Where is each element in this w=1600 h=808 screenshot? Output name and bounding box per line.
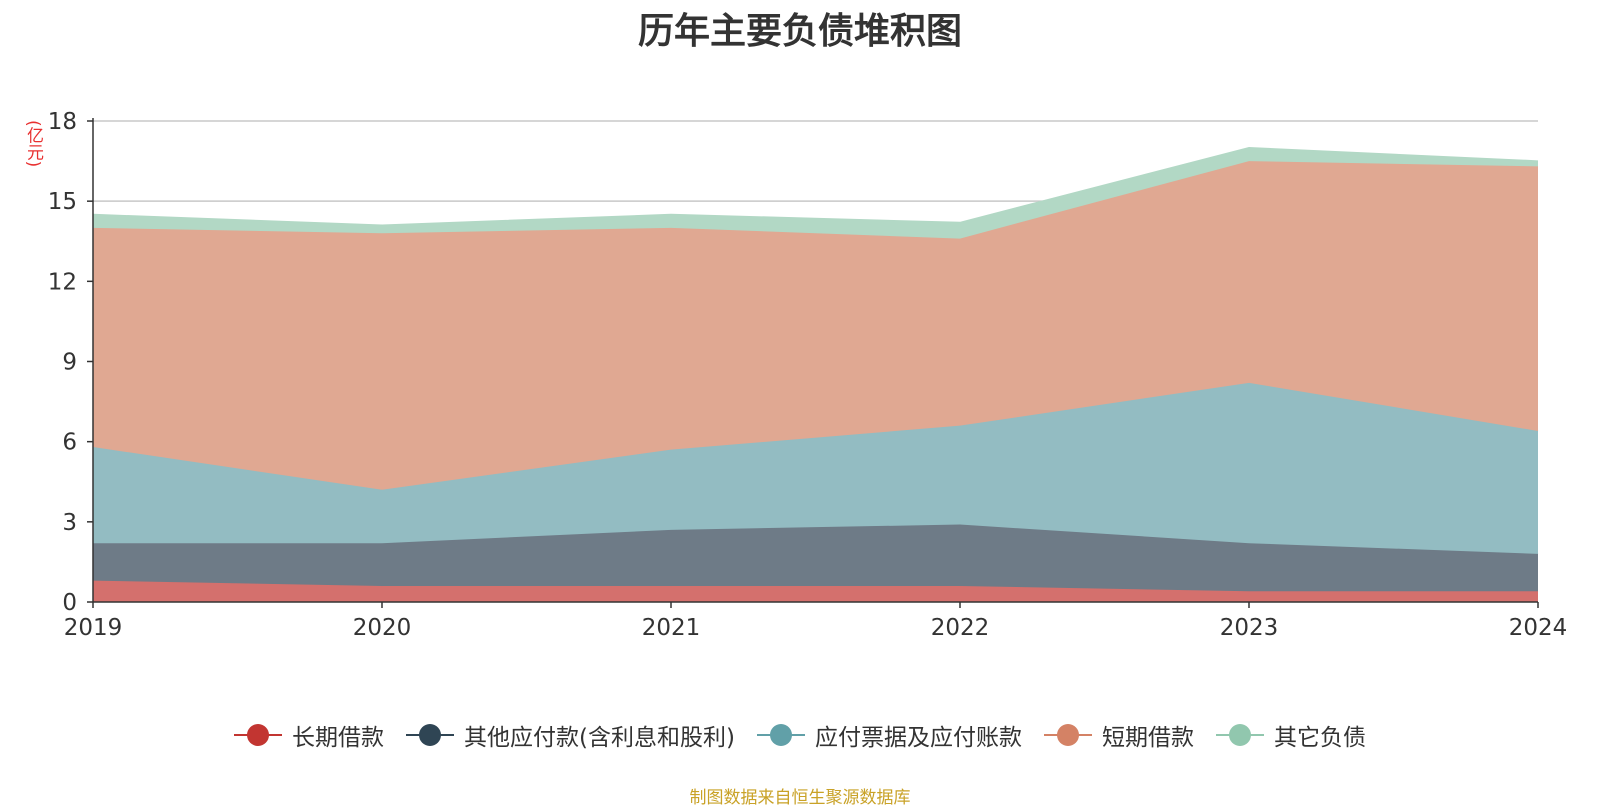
legend-marker-icon [1216, 724, 1264, 746]
stacked-area-chart: 0 3 6 9 12 15 18 2019 2020 2021 2022 2023 2024 [0, 0, 1600, 700]
source-note: 制图数据来自恒生聚源数据库 [0, 783, 1600, 808]
x-tick-label: 2022 [931, 615, 990, 641]
legend-dot [419, 724, 441, 746]
legend-marker-icon [1044, 724, 1092, 746]
y-tick-label: 12 [48, 269, 77, 295]
y-tick-label: 0 [62, 590, 77, 616]
area-series-group [93, 148, 1538, 602]
legend-item-3[interactable]: 应付票据及应付账款 [757, 718, 1022, 752]
y-tick-label: 9 [62, 350, 77, 376]
legend-item-1[interactable]: 长期借款 [234, 718, 384, 752]
legend-label: 短期借款 [1102, 718, 1194, 752]
legend-dot [770, 724, 792, 746]
legend-item-5[interactable]: 其它负债 [1216, 718, 1366, 752]
y-tick-label: 3 [62, 510, 77, 536]
legend-dot [1057, 724, 1079, 746]
legend-item-4[interactable]: 短期借款 [1044, 718, 1194, 752]
x-tick-label: 2021 [642, 615, 701, 641]
legend-label: 应付票据及应付账款 [815, 718, 1022, 752]
x-tick-label: 2023 [1220, 615, 1279, 641]
y-tick-label: 15 [48, 189, 77, 215]
x-tick-label: 2020 [353, 615, 412, 641]
legend-marker-icon [757, 724, 805, 746]
legend-label: 其他应付款(含利息和股利) [464, 718, 735, 752]
legend-marker-icon [234, 724, 282, 746]
legend-dot [1229, 724, 1251, 746]
legend-dot [247, 724, 269, 746]
legend-marker-icon [406, 724, 454, 746]
legend: 长期借款 其他应付款(含利息和股利) 应付票据及应付账款 短期借款 其它负债 [0, 718, 1600, 752]
legend-item-2[interactable]: 其他应付款(含利息和股利) [406, 718, 735, 752]
y-tick-label: 6 [62, 430, 77, 456]
x-tick-label: 2019 [64, 615, 123, 641]
legend-label: 其它负债 [1274, 718, 1366, 752]
x-tick-label: 2024 [1509, 615, 1568, 641]
legend-label: 长期借款 [292, 718, 384, 752]
y-tick-label: 18 [48, 109, 77, 135]
